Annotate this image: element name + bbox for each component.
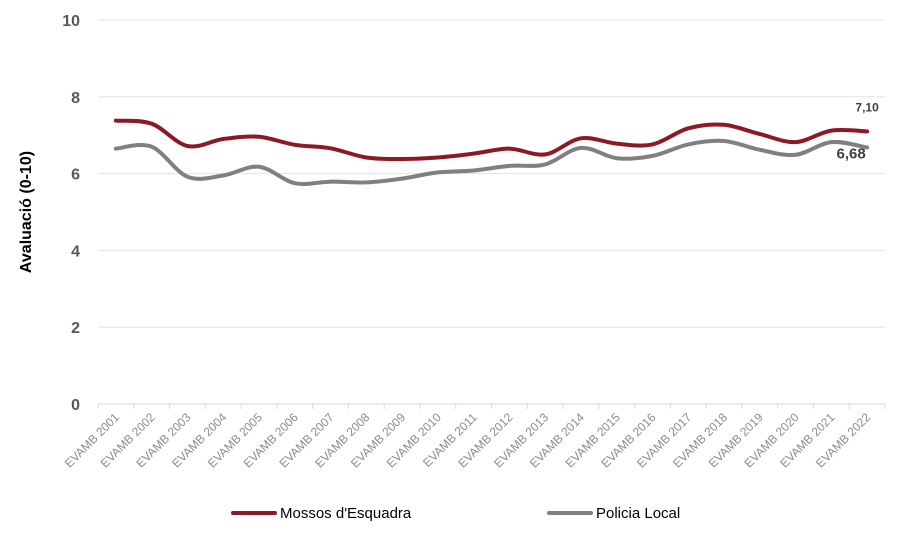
y-axis-ticks: 0 2 4 6 8 10: [62, 13, 80, 414]
y-tick-label: 2: [71, 320, 80, 337]
end-value-label: 6,68: [837, 145, 866, 162]
data-labels: 7,10 6,68: [837, 100, 880, 162]
y-tick-label: 6: [71, 167, 80, 184]
y-tick-label: 8: [71, 90, 80, 107]
policia-local-series-line: [113, 138, 870, 187]
end-value-label: 7,10: [855, 100, 879, 114]
y-tick-label: 10: [62, 13, 80, 30]
legend: Mossos d'Esquadra Policia Local: [231, 505, 680, 522]
y-tick-label: 4: [71, 243, 80, 260]
y-axis-label: Avaluació (0-10): [18, 151, 35, 273]
gridlines: [98, 19, 885, 328]
legend-label: Mossos d'Esquadra: [280, 505, 412, 522]
series-lines: [113, 118, 870, 187]
legend-label: Policia Local: [596, 505, 680, 522]
y-tick-label: 0: [71, 397, 80, 414]
mossos-series-line: [113, 118, 870, 162]
